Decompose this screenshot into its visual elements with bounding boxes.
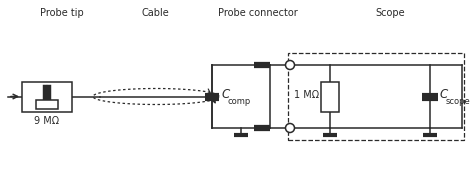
Text: C: C — [440, 88, 448, 101]
Circle shape — [285, 123, 294, 132]
Text: comp: comp — [228, 97, 251, 106]
Text: 9 MΩ: 9 MΩ — [35, 116, 60, 126]
Bar — [22, 82, 72, 112]
Bar — [36, 100, 58, 109]
Text: Probe connector: Probe connector — [218, 8, 298, 18]
Bar — [321, 82, 339, 111]
Text: Scope: Scope — [375, 8, 405, 18]
Text: scope: scope — [446, 97, 471, 106]
Bar — [288, 53, 464, 140]
Text: Cable: Cable — [141, 8, 169, 18]
Text: Probe tip: Probe tip — [40, 8, 84, 18]
Circle shape — [285, 60, 294, 69]
Text: C: C — [222, 88, 230, 101]
Text: 1 MΩ: 1 MΩ — [294, 91, 319, 100]
